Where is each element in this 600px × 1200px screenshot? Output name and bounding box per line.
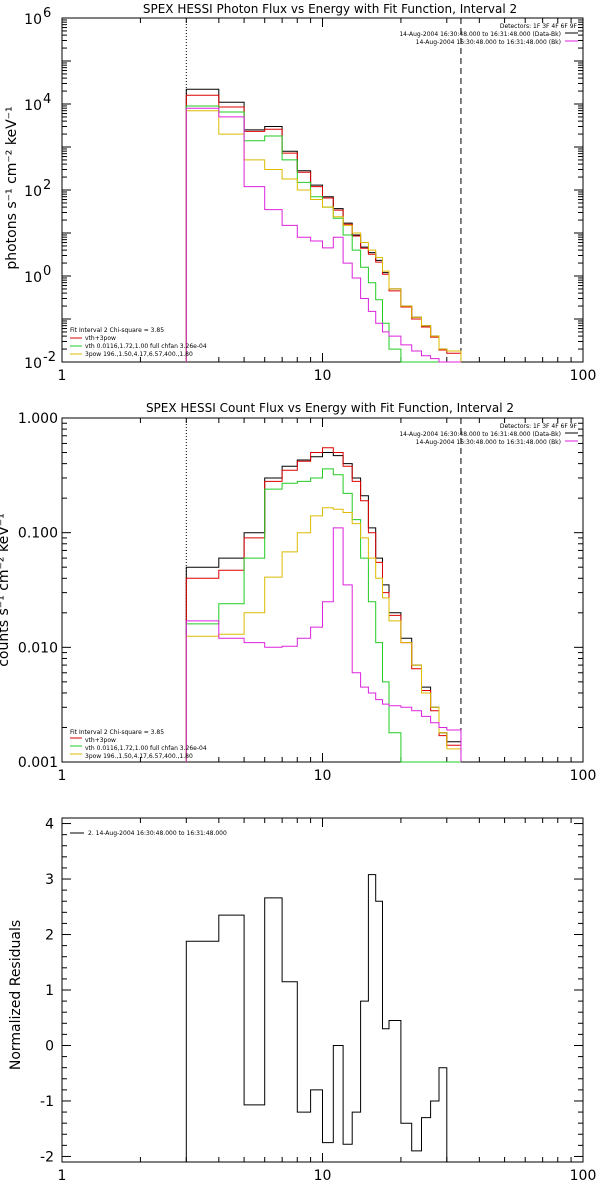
count-y-tick-label: 0.100 [18,526,58,542]
photon-axes [61,17,584,363]
count-y-tick-labels: 1.000 0.100 0.010 0.001 [18,411,58,771]
count-y-tick-label: 0.010 [18,640,58,656]
count-y-tick-label: 0.001 [18,755,58,771]
photon-series-data-bk [185,88,462,362]
photon-y-axis-label: photons s⁻¹ cm⁻² keV⁻¹ [4,106,20,269]
residuals-y-tick-labels: 4 3 2 1 0 -1 -2 [40,817,54,1166]
count-series-data-bk [185,452,462,762]
count-chart-title: SPEX HESSI Count Flux vs Energy with Fit… [146,401,514,415]
photon-legend-vth3pow: vth+3pow [85,335,116,342]
residuals-x-tick-label: 100 [570,1168,597,1184]
count-legend-3pow: 3pow 196.,1.50,4.17,6.57,400.,1.80 [85,753,193,760]
photon-x-tick-label: 10 [314,368,332,384]
photon-x-tick-label: 100 [570,368,597,384]
photon-y-tick-label: 10 [24,98,42,114]
photon-y-tick-exponent: 6 [43,6,51,21]
residuals-x-tick-labels: 1 10 100 [58,1168,597,1184]
count-legend: Detectors: 1F 3F 4F 6F 9F 14-Aug-2004 16… [70,423,578,760]
photon-series-bk [185,107,461,363]
photon-legend-bk: 14-Aug-2004 16:30:48.000 to 16:31:48.000… [416,39,561,46]
photon-legend-data-bk: 14-Aug-2004 16:30:48.000 to 16:31:48.000… [399,31,561,38]
count-x-tick-label: 10 [314,768,332,784]
residuals-series-group [185,874,461,1163]
residuals-y-tick-label: -2 [40,1149,54,1165]
residuals-y-tick-label: 1 [45,983,54,999]
residuals-axes [61,817,584,1163]
photon-y-tick-exponent: -2 [43,350,56,365]
count-series-vth [185,468,461,763]
count-series-bk [185,527,462,762]
count-legend-bk: 14-Aug-2004 16:30:48.000 to 16:31:48.000… [416,439,561,446]
photon-flux-panel: SPEX HESSI Photon Flux vs Energy with Fi… [4,2,596,384]
count-legend-detectors: Detectors: 1F 3F 4F 6F 9F [500,423,578,430]
count-y-axis-label: counts s⁻¹ cm⁻² keV⁻¹ [0,513,12,667]
residuals-x-tick-label: 10 [314,1168,332,1184]
count-flux-panel: SPEX HESSI Count Flux vs Energy with Fit… [0,401,596,784]
count-legend-fit-interval: Fit Interval 2 Chi-square = 3.85 [70,729,164,736]
photon-y-tick-label: 10 [24,270,42,286]
photon-y-tick-exponent: 2 [43,178,51,193]
photon-series-3pow [185,110,462,362]
photon-legend-vth: vth 0.0116,1.72,1.00 full chfan 3.26e-04 [85,343,207,350]
photon-chart-title: SPEX HESSI Photon Flux vs Energy with Fi… [143,2,517,16]
photon-x-tick-labels: 1 10 100 [58,368,597,384]
residuals-y-tick-label: 4 [45,817,54,833]
count-x-tick-labels: 1 10 100 [58,768,597,784]
residuals-y-axis-label: Normalized Residuals [8,920,24,1070]
photon-legend-fit-interval: Fit Interval 2 Chi-square = 3.85 [70,327,164,334]
photon-legend-detectors: Detectors: 1F 3F 4F 6F 9F [500,23,578,30]
residuals-y-tick-label: -1 [40,1094,54,1110]
residuals-y-tick-label: 3 [45,872,54,888]
photon-y-tick-label: 10 [24,12,42,28]
photon-series-group [185,88,462,363]
count-legend-data-bk: 14-Aug-2004 16:30:48.000 to 16:31:48.000… [399,431,561,438]
count-legend-vth3pow: vth+3pow [85,737,116,744]
photon-y-tick-label: 10 [24,356,42,372]
photon-series-vth-3pow [185,94,462,362]
photon-legend: Detectors: 1F 3F 4F 6F 9F 14-Aug-2004 16… [70,23,578,358]
count-x-tick-label: 100 [570,768,597,784]
photon-y-tick-label: 10 [24,184,42,200]
count-x-tick-label: 1 [58,768,67,784]
residuals-x-tick-label: 1 [58,1168,67,1184]
photon-y-tick-exponent: 4 [43,92,51,107]
residuals-legend: 2. 14-Aug-2004 16:30:48.000 to 16:31:48.… [70,830,227,837]
count-y-tick-label: 1.000 [18,411,58,427]
residuals-series-residuals [185,874,461,1163]
residuals-legend-interval: 2. 14-Aug-2004 16:30:48.000 to 16:31:48.… [88,830,227,837]
count-series-group [185,447,462,763]
residuals-y-tick-label: 2 [45,928,54,944]
photon-legend-3pow: 3pow 196.,1.50,4.17,6.57,400.,1.80 [85,351,193,358]
count-series-vth-3pow [185,447,462,762]
count-series-3pow [185,507,462,762]
photon-y-tick-exponent: 0 [43,264,51,279]
photon-x-tick-label: 1 [58,368,67,384]
count-legend-vth: vth 0.0116,1.72,1.00 full chfan 3.26e-04 [85,745,207,752]
residuals-y-tick-label: 0 [45,1038,54,1054]
photon-series-vth [185,105,461,363]
